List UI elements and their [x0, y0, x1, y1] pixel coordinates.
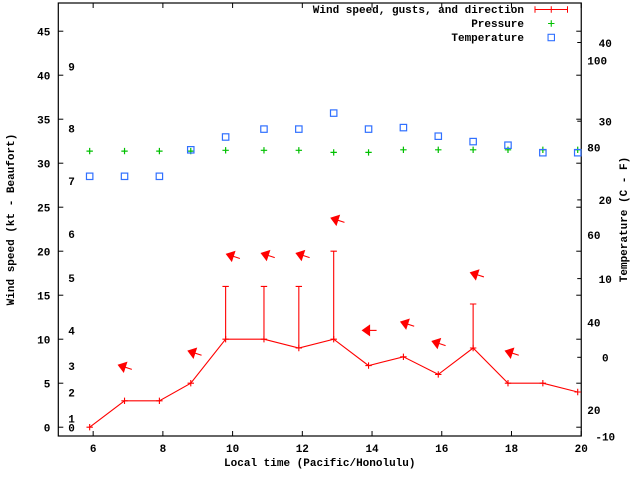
svg-text:100: 100	[587, 56, 607, 68]
svg-text:5: 5	[44, 380, 51, 392]
svg-text:3: 3	[68, 362, 75, 374]
svg-text:Temperature (C - F): Temperature (C - F)	[619, 157, 631, 282]
svg-text:15: 15	[37, 292, 51, 304]
svg-text:25: 25	[37, 204, 51, 216]
svg-text:45: 45	[37, 28, 51, 40]
svg-text:18: 18	[505, 444, 519, 456]
svg-text:10: 10	[599, 275, 612, 287]
svg-text:6: 6	[68, 230, 75, 242]
svg-text:-10: -10	[595, 432, 615, 444]
svg-text:9: 9	[68, 63, 75, 75]
svg-text:10: 10	[37, 336, 50, 348]
svg-text:Temperature: Temperature	[451, 33, 524, 45]
svg-text:Wind speed (kt - Beaufort): Wind speed (kt - Beaufort)	[6, 134, 18, 306]
svg-text:20: 20	[599, 196, 612, 208]
svg-text:5: 5	[68, 274, 75, 286]
svg-text:60: 60	[587, 231, 600, 243]
svg-text:16: 16	[435, 444, 448, 456]
svg-text:Wind speed, gusts, and directi: Wind speed, gusts, and direction	[313, 5, 524, 17]
svg-text:35: 35	[37, 116, 51, 128]
svg-text:Local time (Pacific/Honolulu): Local time (Pacific/Honolulu)	[224, 458, 415, 470]
svg-text:20: 20	[587, 406, 600, 418]
svg-text:8: 8	[68, 124, 75, 136]
svg-text:4: 4	[68, 327, 75, 339]
svg-text:40: 40	[599, 39, 612, 51]
svg-text:80: 80	[587, 144, 600, 156]
svg-text:40: 40	[37, 72, 50, 84]
svg-text:0: 0	[44, 424, 51, 436]
svg-text:1: 1	[68, 415, 75, 427]
svg-text:30: 30	[599, 118, 612, 130]
svg-text:2: 2	[68, 388, 75, 400]
svg-text:40: 40	[587, 319, 600, 331]
svg-text:7: 7	[68, 177, 75, 189]
svg-text:Pressure: Pressure	[471, 19, 524, 31]
svg-text:6: 6	[90, 444, 97, 456]
svg-text:12: 12	[296, 444, 309, 456]
svg-text:10: 10	[226, 444, 239, 456]
svg-text:20: 20	[37, 248, 50, 260]
svg-text:30: 30	[37, 160, 50, 172]
svg-text:8: 8	[160, 444, 167, 456]
svg-text:0: 0	[602, 354, 609, 366]
svg-text:14: 14	[365, 444, 379, 456]
svg-text:20: 20	[575, 444, 588, 456]
